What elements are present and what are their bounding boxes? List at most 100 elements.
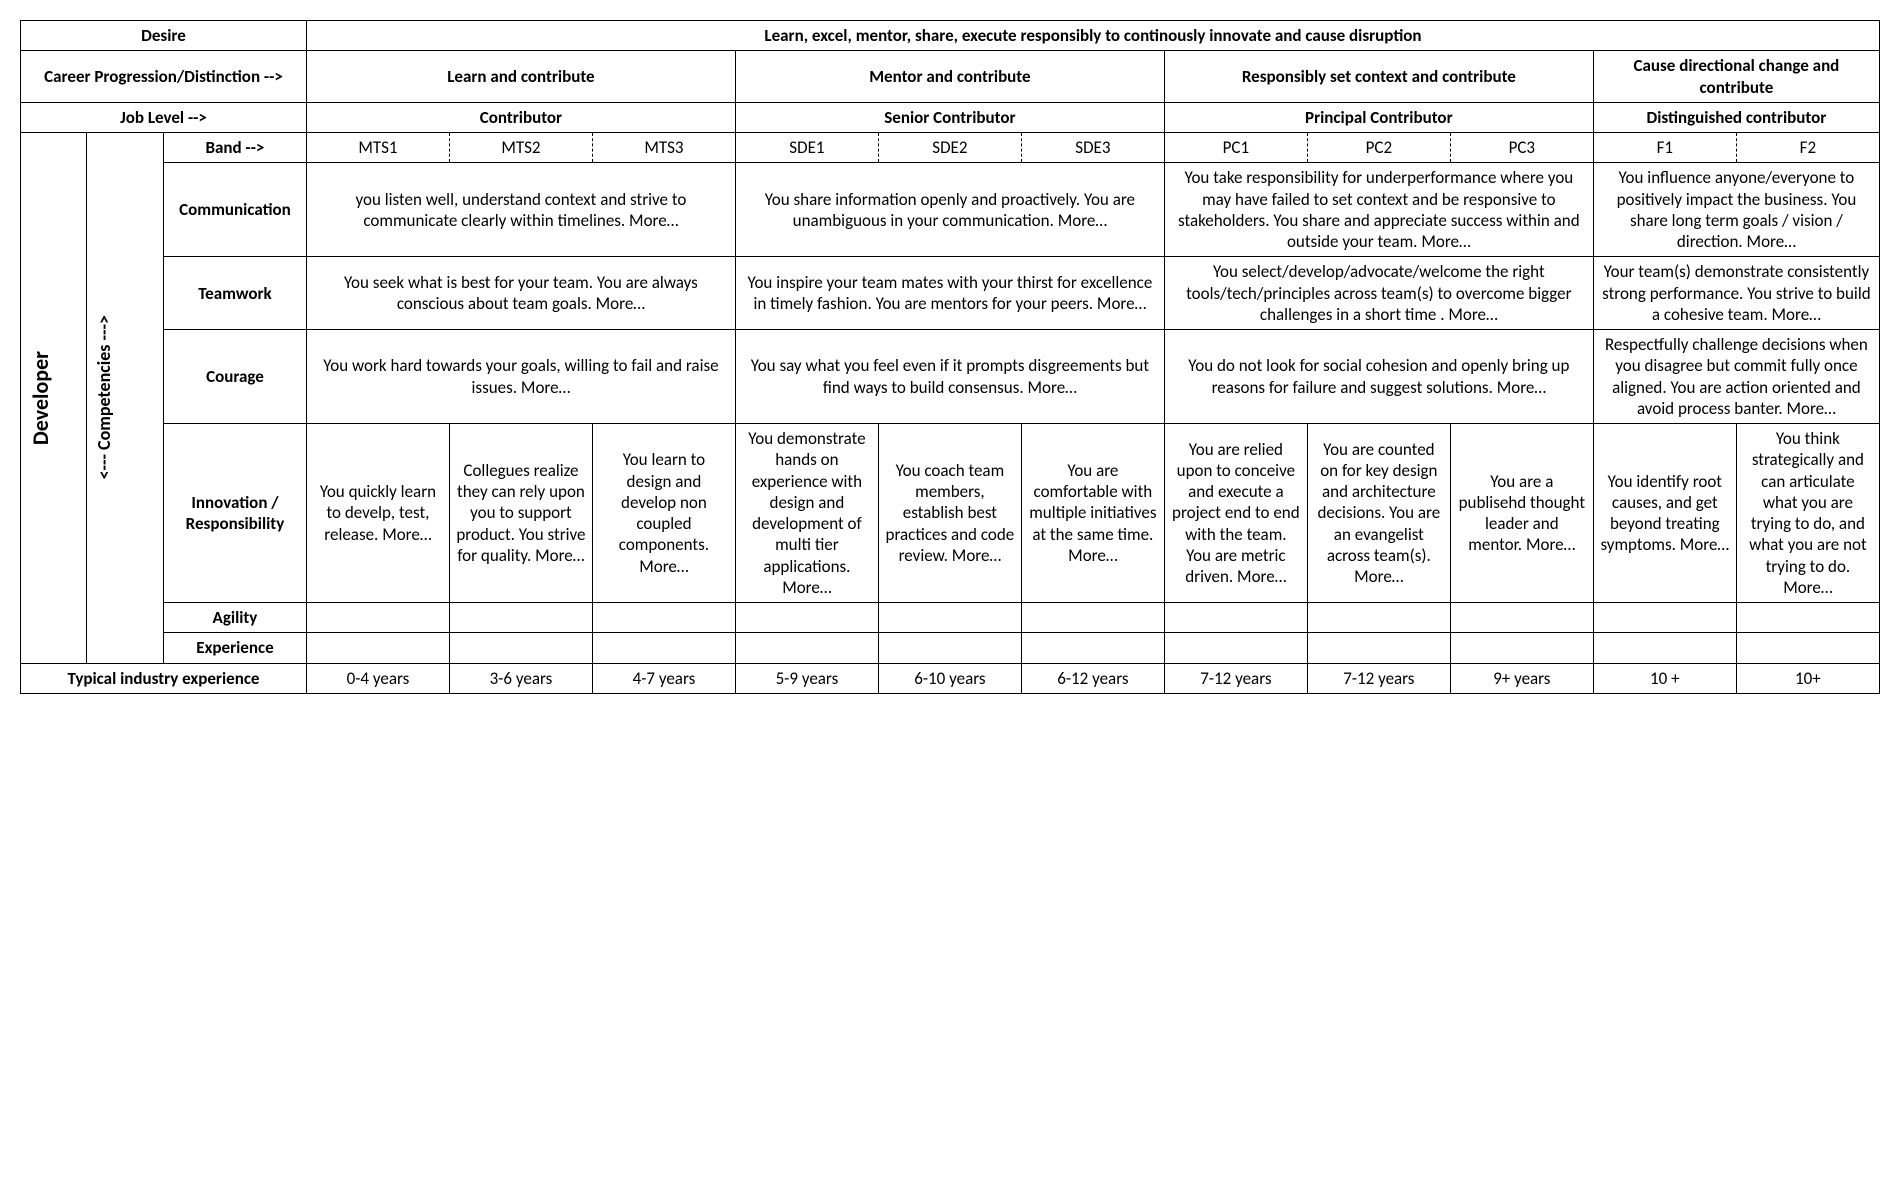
- band-5: SDE3: [1021, 133, 1164, 163]
- exp-c3-1: [1736, 633, 1879, 663]
- row-typical-experience: Typical industry experience 0-4 years 3-…: [21, 663, 1880, 693]
- exp-c0-0: [306, 633, 449, 663]
- agility-c3-1: [1736, 603, 1879, 633]
- years-7: 7-12 years: [1307, 663, 1450, 693]
- stage-0: Learn and contribute: [306, 51, 735, 103]
- row-communication: Communication you listen well, understan…: [21, 163, 1880, 257]
- communication-c3: You influence anyone/everyone to positiv…: [1593, 163, 1879, 257]
- communication-label: Communication: [163, 163, 306, 257]
- agility-c2-2: [1450, 603, 1593, 633]
- communication-c1: You share information openly and proacti…: [735, 163, 1164, 257]
- years-3: 5-9 years: [735, 663, 878, 693]
- agility-c2-0: [1164, 603, 1307, 633]
- years-5: 6-12 years: [1021, 663, 1164, 693]
- teamwork-c0: You seek what is best for your team. You…: [306, 257, 735, 330]
- teamwork-c2: You select/develop/advocate/welcome the …: [1164, 257, 1593, 330]
- row-courage: Courage You work hard towards your goals…: [21, 330, 1880, 424]
- band-7: PC2: [1307, 133, 1450, 163]
- agility-c0-1: [449, 603, 592, 633]
- typical-exp-label: Typical industry experience: [21, 663, 307, 693]
- innovation-b1: Collegues realize they can rely upon you…: [449, 424, 592, 603]
- joblevel-3: Distinguished contributor: [1593, 102, 1879, 132]
- row-agility: Agility: [21, 603, 1880, 633]
- exp-c1-0: [735, 633, 878, 663]
- innovation-b6: You are relied upon to conceive and exec…: [1164, 424, 1307, 603]
- desire-label: Desire: [21, 21, 307, 51]
- band-10: F2: [1736, 133, 1879, 163]
- stage-1: Mentor and contribute: [735, 51, 1164, 103]
- joblevel-label: Job Level -->: [21, 102, 307, 132]
- band-9: F1: [1593, 133, 1736, 163]
- years-0: 0-4 years: [306, 663, 449, 693]
- years-6: 7-12 years: [1164, 663, 1307, 693]
- exp-c2-2: [1450, 633, 1593, 663]
- courage-c1: You say what you feel even if it prompts…: [735, 330, 1164, 424]
- innovation-b4: You coach team members, establish best p…: [878, 424, 1021, 603]
- innovation-b7: You are counted on for key design and ar…: [1307, 424, 1450, 603]
- row-experience: Experience: [21, 633, 1880, 663]
- agility-c1-0: [735, 603, 878, 633]
- career-matrix-table: Desire Learn, excel, mentor, share, exec…: [20, 20, 1880, 694]
- header-joblevel-row: Job Level --> Contributor Senior Contrib…: [21, 102, 1880, 132]
- agility-c2-1: [1307, 603, 1450, 633]
- desire-text: Learn, excel, mentor, share, execute res…: [306, 21, 1879, 51]
- innovation-b9: You identify root causes, and get beyond…: [1593, 424, 1736, 603]
- experience-label: Experience: [163, 633, 306, 663]
- innovation-b8: You are a publisehd thought leader and m…: [1450, 424, 1593, 603]
- competencies-label: <--- Competencies --->: [86, 133, 163, 664]
- communication-c0: you listen well, understand context and …: [306, 163, 735, 257]
- years-1: 3-6 years: [449, 663, 592, 693]
- header-band-row: Developer <--- Competencies ---> Band --…: [21, 133, 1880, 163]
- agility-c0-2: [592, 603, 735, 633]
- exp-c0-2: [592, 633, 735, 663]
- band-2: MTS3: [592, 133, 735, 163]
- agility-label: Agility: [163, 603, 306, 633]
- band-4: SDE2: [878, 133, 1021, 163]
- joblevel-2: Principal Contributor: [1164, 102, 1593, 132]
- teamwork-label: Teamwork: [163, 257, 306, 330]
- row-teamwork: Teamwork You seek what is best for your …: [21, 257, 1880, 330]
- teamwork-c1: You inspire your team mates with your th…: [735, 257, 1164, 330]
- years-2: 4-7 years: [592, 663, 735, 693]
- years-8: 9+ years: [1450, 663, 1593, 693]
- band-8: PC3: [1450, 133, 1593, 163]
- courage-label: Courage: [163, 330, 306, 424]
- agility-c0-0: [306, 603, 449, 633]
- teamwork-c3: Your team(s) demonstrate consistently st…: [1593, 257, 1879, 330]
- courage-c0: You work hard towards your goals, willin…: [306, 330, 735, 424]
- exp-c2-0: [1164, 633, 1307, 663]
- exp-c2-1: [1307, 633, 1450, 663]
- courage-c2: You do not look for social cohesion and …: [1164, 330, 1593, 424]
- years-10: 10+: [1736, 663, 1879, 693]
- agility-c3-0: [1593, 603, 1736, 633]
- header-desire-row: Desire Learn, excel, mentor, share, exec…: [21, 21, 1880, 51]
- band-1: MTS2: [449, 133, 592, 163]
- row-innovation: Innovation / Responsibility You quickly …: [21, 424, 1880, 603]
- innovation-b0: You quickly learn to develp, test, relea…: [306, 424, 449, 603]
- header-career-row: Career Progression/Distinction --> Learn…: [21, 51, 1880, 103]
- joblevel-1: Senior Contributor: [735, 102, 1164, 132]
- exp-c0-1: [449, 633, 592, 663]
- band-3: SDE1: [735, 133, 878, 163]
- innovation-label: Innovation / Responsibility: [163, 424, 306, 603]
- communication-c2: You take responsibility for underperform…: [1164, 163, 1593, 257]
- band-label: Band -->: [163, 133, 306, 163]
- agility-c1-2: [1021, 603, 1164, 633]
- role-developer: Developer: [21, 133, 87, 664]
- years-4: 6-10 years: [878, 663, 1021, 693]
- agility-c1-1: [878, 603, 1021, 633]
- years-9: 10 +: [1593, 663, 1736, 693]
- courage-c3: Respectfully challenge decisions when yo…: [1593, 330, 1879, 424]
- band-0: MTS1: [306, 133, 449, 163]
- joblevel-0: Contributor: [306, 102, 735, 132]
- career-label: Career Progression/Distinction -->: [21, 51, 307, 103]
- innovation-b10: You think strategically and can articula…: [1736, 424, 1879, 603]
- exp-c1-1: [878, 633, 1021, 663]
- stage-2: Responsibly set context and contribute: [1164, 51, 1593, 103]
- stage-3: Cause directional change and contribute: [1593, 51, 1879, 103]
- innovation-b3: You demonstrate hands on experience with…: [735, 424, 878, 603]
- exp-c1-2: [1021, 633, 1164, 663]
- innovation-b5: You are comfortable with multiple initia…: [1021, 424, 1164, 603]
- band-6: PC1: [1164, 133, 1307, 163]
- exp-c3-0: [1593, 633, 1736, 663]
